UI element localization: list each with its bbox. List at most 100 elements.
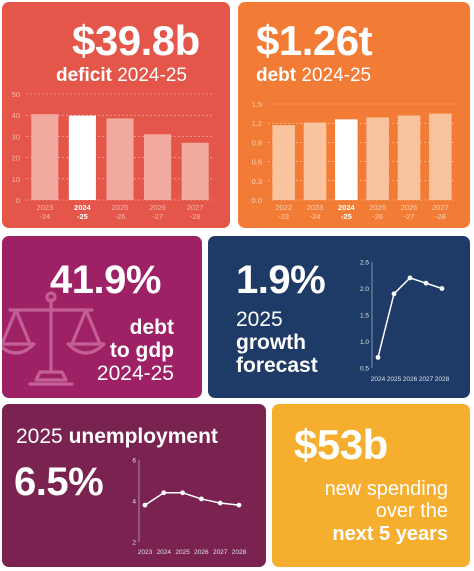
growth-point [391, 291, 397, 297]
debt-to-gdp-card: 41.9% debt to gdp 2024-25 [2, 236, 202, 398]
unemployment-point [161, 490, 167, 496]
debt-xtick-label: -23 [278, 212, 289, 221]
spending-label: new spending over the next 5 years [325, 478, 448, 545]
growth-ytick-label: 2.0 [360, 286, 369, 293]
unemployment-ytick-label: 4 [132, 499, 136, 506]
unemployment-label: 2025 unemployment [16, 425, 218, 448]
growth-line-chart: 0.5 1.0 1.5 2.0 2.5 2024 2025 2026 2027 2028 [360, 260, 450, 384]
growth-xtick-label: 2027 [419, 376, 434, 383]
debt-to-gdp-line2: to gdp [109, 339, 174, 363]
deficit-xtick-label: -27 [152, 212, 163, 221]
debt-ytick-label: 1.2 [252, 119, 262, 128]
debt-bar [272, 125, 295, 200]
deficit-xtick-label: -28 [190, 212, 201, 221]
deficit-xtick-label: 2024 [74, 203, 92, 212]
deficit-ytick-label: 0 [16, 196, 20, 205]
unemployment-point [142, 502, 148, 508]
deficit-bar [106, 118, 134, 200]
unemployment-xtick-label: 2026 [194, 549, 209, 556]
debt-xtick-label: 2026 [401, 203, 418, 212]
growth-xtick-label: 2026 [403, 376, 418, 383]
growth-point [439, 286, 445, 291]
spending-line2: over the [375, 500, 448, 523]
deficit-ytick-label: 40 [12, 111, 20, 120]
debt-bar [335, 119, 358, 200]
scales-icon [2, 291, 106, 386]
debt-xtick-label: 2025 [369, 203, 386, 212]
debt-label: debt 2024-25 [256, 66, 371, 86]
unemployment-ytick-label: 2 [132, 540, 136, 547]
growth-ytick-label: 1.5 [360, 313, 369, 320]
deficit-bar-chart: 0 10 20 30 40 50 2023-24 2024-25 2025-26 2026-27 2… [12, 90, 214, 221]
unemployment-point [217, 500, 223, 506]
debt-ytick-label: 0.6 [252, 158, 262, 167]
debt-bar [366, 117, 389, 200]
deficit-bar [68, 115, 96, 200]
growth-xtick-label: 2028 [435, 376, 450, 383]
debt-xtick-label: 2024 [338, 203, 356, 212]
unemployment-line-chart: 2 4 6 2023 2024 2025 2026 2027 2028 [132, 458, 247, 557]
growth-ytick-label: 1.0 [360, 339, 369, 346]
unemployment-value: 6.5% [14, 460, 104, 504]
unemployment-point [236, 502, 242, 508]
debt-xtick-label: 2027 [432, 203, 449, 212]
debt-bar [303, 122, 327, 200]
debt-label-bold: debt [256, 65, 297, 86]
growth-point [375, 355, 381, 360]
debt-xtick-label: -28 [435, 212, 446, 221]
unemployment-xtick-label: 2028 [232, 549, 247, 556]
growth-ytick-label: 2.5 [360, 260, 369, 267]
unemployment-xtick-label: 2023 [138, 549, 153, 556]
growth-xtick-label: 2024 [371, 376, 386, 383]
spending-card: $53b new spending over the next 5 years [272, 404, 470, 567]
unemployment-card: 2025 unemployment 6.5% 2 4 6 2023 2024 2025 20… [2, 404, 266, 567]
debt-xtick-label: -26 [372, 212, 383, 221]
deficit-ytick-label: 20 [12, 154, 20, 163]
deficit-label-year: 2024-25 [117, 65, 187, 86]
debt-card: $1.26t debt 2024-25 0.0 0.3 0.6 0.9 1.2 1.5 20… [238, 2, 470, 228]
deficit-xtick-label: -24 [39, 212, 50, 221]
debt-xtick-label: -24 [310, 212, 321, 221]
deficit-xtick-label: -25 [77, 212, 88, 221]
deficit-xtick-label: 2026 [149, 203, 166, 212]
debt-label-year: 2024-25 [301, 65, 372, 86]
deficit-label: deficit 2024-25 [56, 66, 187, 86]
deficit-bar [144, 134, 172, 200]
debt-ytick-label: 0.0 [252, 196, 262, 205]
deficit-ytick-label: 30 [12, 132, 20, 141]
growth-series-line [377, 277, 443, 358]
debt-xtick-label: -27 [404, 212, 415, 221]
unemployment-point [199, 496, 204, 502]
growth-card: 1.9% 2025 growth forecast 0.5 1.0 1.5 2.0 2.… [208, 236, 470, 398]
unemployment-ytick-label: 6 [132, 458, 136, 465]
deficit-bar [181, 142, 209, 200]
debt-xtick-label: 2022 [275, 203, 292, 212]
deficit-xtick-label: 2025 [112, 203, 129, 212]
debt-xtick-label: 2023 [307, 203, 324, 212]
deficit-card: $39.8b deficit 2024-25 0 10 20 30 40 50 2023 -2… [2, 2, 230, 228]
debt-ytick-label: 1.5 [252, 100, 262, 109]
unemployment-series-line [144, 492, 240, 506]
deficit-bar [31, 114, 59, 200]
debt-to-gdp-line3: 2024-25 [96, 362, 174, 386]
growth-xtick-label: 2025 [387, 376, 402, 383]
debt-to-gdp-value: 41.9% [50, 258, 161, 302]
spending-line3: next 5 years [332, 522, 448, 545]
debt-bar [429, 113, 452, 200]
deficit-xtick-label: -26 [115, 212, 126, 221]
growth-line1: 2025 [236, 308, 283, 331]
unemployment-xtick-label: 2027 [213, 549, 228, 556]
deficit-label-bold: deficit [56, 65, 112, 86]
growth-point [423, 280, 429, 286]
debt-to-gdp-label: debt to gdp 2024-25 [97, 316, 174, 385]
deficit-ytick-label: 10 [12, 175, 20, 184]
deficit-ytick-label: 50 [12, 90, 20, 99]
debt-xtick-label: -25 [341, 212, 352, 221]
deficit-xtick-label: 2027 [187, 203, 204, 212]
growth-label: 2025 growth forecast [236, 308, 318, 377]
growth-value: 1.9% [236, 258, 326, 302]
deficit-value: $39.8b [72, 17, 200, 64]
debt-ytick-label: 0.3 [252, 177, 262, 186]
debt-bar-chart: 0.0 0.3 0.6 0.9 1.2 1.5 2022-23 2023-24 2024-25 2… [252, 100, 456, 221]
spending-line1: new spending [324, 478, 448, 500]
